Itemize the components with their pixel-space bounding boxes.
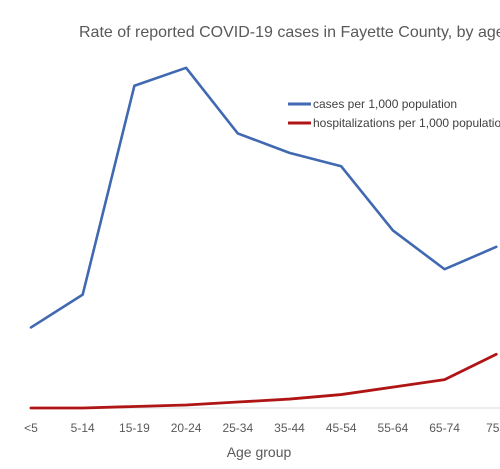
x-tick-label-5-14: 5-14 — [71, 421, 95, 435]
legend-label-hospitalizations: hospitalizations per 1,000 population — [313, 116, 500, 130]
legend-label-cases: cases per 1,000 population — [313, 97, 457, 111]
x-axis-label: Age group — [227, 444, 292, 460]
legend: cases per 1,000 population hospitalizati… — [288, 97, 500, 130]
x-tick-label-55-64: 55-64 — [378, 421, 409, 435]
x-tick-label-35-44: 35-44 — [274, 421, 305, 435]
x-tick-label-5: <5 — [24, 421, 38, 435]
series-layer — [29, 66, 498, 410]
x-tick-layer: <5 5-14 15-19 20-24 25-34 35-44 45-54 55-64 65-7… — [24, 421, 500, 435]
x-tick-label-15-19: 15-19 — [119, 421, 150, 435]
x-tick-label-45-54: 45-54 — [326, 421, 357, 435]
x-tick-label-65-74: 65-74 — [429, 421, 460, 435]
chart-title: Rate of reported COVID-19 cases in Fayet… — [79, 24, 500, 41]
x-tick-label-20-24: 20-24 — [171, 421, 202, 435]
series-line-hospitalizations — [29, 352, 498, 410]
series-line-cases — [29, 66, 498, 329]
x-tick-label-25-34: 25-34 — [222, 421, 253, 435]
x-tick-label-75: 75+ — [486, 421, 500, 435]
